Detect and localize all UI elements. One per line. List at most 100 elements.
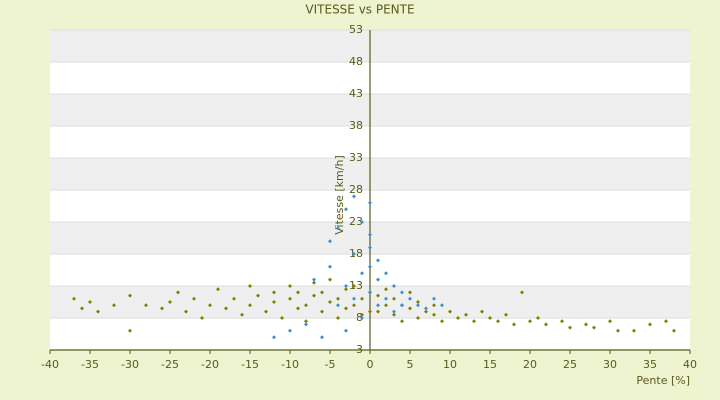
point <box>352 303 356 308</box>
point <box>80 306 84 311</box>
point <box>392 284 396 288</box>
point <box>360 296 364 301</box>
point <box>560 319 564 324</box>
point <box>336 303 340 308</box>
point <box>352 284 356 288</box>
point <box>416 300 420 304</box>
point <box>520 290 524 295</box>
point <box>304 322 308 327</box>
point <box>648 322 652 327</box>
point <box>544 322 548 327</box>
point <box>312 277 316 282</box>
point <box>304 303 308 308</box>
point <box>368 309 372 314</box>
point <box>272 335 276 340</box>
point <box>376 277 380 282</box>
point <box>312 293 316 298</box>
x-tick-label: 20 <box>523 358 537 371</box>
x-tick-label: -40 <box>41 358 59 371</box>
point <box>528 319 532 324</box>
point <box>208 303 212 308</box>
point <box>312 280 316 285</box>
point <box>128 328 132 333</box>
point <box>168 300 172 304</box>
x-tick-label: 15 <box>483 358 497 371</box>
point <box>368 200 372 205</box>
point <box>512 322 516 327</box>
point <box>232 296 236 301</box>
point <box>456 316 460 320</box>
point <box>272 300 276 304</box>
point <box>448 309 452 314</box>
point <box>568 325 572 330</box>
point <box>336 316 340 320</box>
point <box>488 316 492 320</box>
point <box>392 312 396 317</box>
chart-title: VITESSE vs PENTE <box>305 3 414 17</box>
point <box>256 293 260 298</box>
point <box>384 303 388 308</box>
point <box>112 303 116 308</box>
point <box>464 312 468 317</box>
point <box>416 303 420 308</box>
point <box>200 316 204 320</box>
point <box>216 287 220 292</box>
point <box>440 319 444 324</box>
point <box>368 232 372 237</box>
point <box>328 239 332 244</box>
point <box>376 293 380 298</box>
point <box>440 303 444 308</box>
point <box>672 328 676 333</box>
point <box>616 328 620 333</box>
point <box>296 290 300 295</box>
point <box>392 309 396 314</box>
y-tick-label: 23 <box>349 215 363 228</box>
x-tick-label: -5 <box>325 358 336 371</box>
x-tick-label: -10 <box>281 358 299 371</box>
point <box>344 328 348 333</box>
y-tick-label: 43 <box>349 87 363 100</box>
y-axis-label: Vitesse [km/h] <box>333 155 346 235</box>
point <box>288 296 292 301</box>
point <box>344 207 348 212</box>
point <box>592 325 596 330</box>
point <box>432 312 436 317</box>
point <box>264 309 268 314</box>
point <box>304 319 308 324</box>
point <box>288 284 292 288</box>
point <box>192 296 196 301</box>
x-tick-label: -20 <box>201 358 219 371</box>
x-tick-label: -25 <box>161 358 179 371</box>
y-tick-label: 38 <box>349 119 363 132</box>
point <box>424 306 428 311</box>
point <box>160 306 164 311</box>
point <box>288 328 292 333</box>
point <box>432 303 436 308</box>
point <box>248 303 252 308</box>
point <box>608 319 612 324</box>
point <box>328 300 332 304</box>
point <box>400 319 404 324</box>
point <box>240 312 244 317</box>
point <box>376 258 380 263</box>
point <box>96 309 100 314</box>
point <box>480 309 484 314</box>
point <box>424 309 428 314</box>
point <box>176 290 180 295</box>
point <box>384 296 388 301</box>
y-tick-label: 28 <box>349 183 363 196</box>
x-tick-label: 10 <box>443 358 457 371</box>
point <box>376 303 380 308</box>
point <box>384 287 388 292</box>
point <box>392 296 396 301</box>
x-tick-label: -30 <box>121 358 139 371</box>
y-tick-label: 53 <box>349 23 363 36</box>
x-tick-label: 35 <box>643 358 657 371</box>
point <box>320 290 324 295</box>
point <box>352 194 356 199</box>
point <box>360 271 364 276</box>
y-tick-label: 33 <box>349 151 363 164</box>
point <box>360 316 364 320</box>
point <box>504 312 508 317</box>
y-tick-label: 8 <box>356 311 363 324</box>
